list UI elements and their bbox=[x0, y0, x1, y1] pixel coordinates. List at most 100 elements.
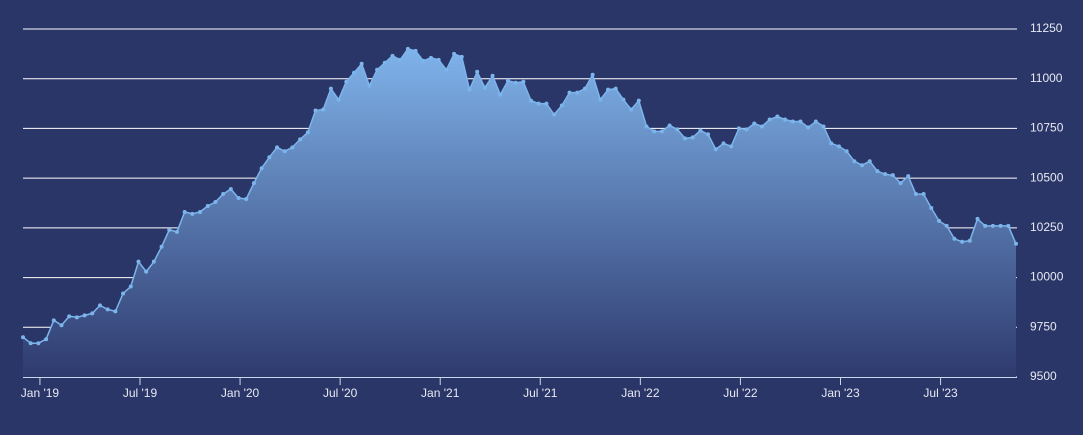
x-tick-label: Jan '23 bbox=[821, 386, 860, 400]
line bbox=[22, 48, 1017, 344]
point bbox=[375, 67, 380, 72]
point bbox=[759, 124, 764, 129]
point bbox=[498, 92, 503, 97]
point bbox=[890, 173, 895, 178]
x-tick-label: Jul '19 bbox=[123, 386, 158, 400]
point bbox=[275, 145, 280, 150]
point bbox=[536, 101, 541, 106]
point bbox=[205, 203, 210, 208]
point bbox=[159, 244, 164, 249]
point bbox=[860, 163, 865, 168]
point bbox=[21, 335, 25, 340]
point bbox=[405, 46, 410, 51]
x-tick-label: Jul '22 bbox=[723, 386, 758, 400]
x-tick-label: Jan '22 bbox=[621, 386, 660, 400]
point bbox=[652, 129, 657, 134]
point bbox=[282, 149, 287, 154]
point bbox=[367, 83, 372, 88]
point bbox=[267, 155, 272, 160]
y-tick-label: 10750 bbox=[1030, 121, 1064, 135]
point bbox=[952, 236, 957, 241]
point bbox=[721, 141, 726, 146]
point bbox=[921, 192, 926, 197]
point bbox=[459, 54, 464, 59]
point bbox=[690, 135, 695, 140]
point bbox=[36, 341, 41, 346]
point bbox=[328, 86, 333, 91]
point bbox=[428, 55, 433, 60]
point bbox=[983, 223, 988, 228]
point bbox=[298, 137, 303, 142]
point bbox=[575, 90, 580, 95]
point bbox=[667, 123, 672, 128]
x-tick-label: Jul '20 bbox=[323, 386, 358, 400]
point bbox=[598, 97, 603, 102]
point bbox=[413, 48, 418, 53]
point bbox=[67, 314, 72, 319]
point bbox=[967, 238, 972, 243]
point bbox=[883, 172, 888, 177]
point bbox=[706, 132, 711, 137]
point bbox=[336, 97, 341, 102]
point bbox=[198, 209, 203, 214]
point bbox=[906, 174, 911, 179]
point bbox=[798, 119, 803, 124]
point bbox=[259, 166, 264, 171]
x-tick-label: Jan '19 bbox=[21, 386, 60, 400]
point bbox=[729, 144, 734, 149]
point bbox=[529, 98, 534, 103]
y-tick-label: 11000 bbox=[1030, 71, 1063, 85]
point bbox=[567, 90, 572, 95]
point bbox=[113, 309, 118, 314]
point bbox=[213, 200, 218, 205]
y-tick-label: 9500 bbox=[1030, 369, 1057, 383]
point bbox=[929, 205, 934, 210]
point bbox=[321, 107, 326, 112]
point bbox=[475, 69, 480, 74]
point bbox=[236, 196, 241, 201]
point bbox=[90, 311, 95, 316]
point bbox=[97, 303, 102, 308]
point bbox=[182, 209, 187, 214]
point bbox=[698, 128, 703, 133]
point bbox=[875, 169, 880, 174]
point bbox=[544, 101, 549, 106]
point bbox=[51, 318, 56, 323]
point bbox=[482, 85, 487, 90]
point bbox=[767, 117, 772, 122]
point bbox=[290, 145, 295, 150]
point bbox=[829, 141, 834, 146]
point bbox=[944, 223, 949, 228]
x-tick-label: Jul '23 bbox=[923, 386, 958, 400]
point bbox=[713, 147, 718, 152]
point bbox=[752, 121, 757, 126]
area bbox=[23, 48, 1016, 378]
point bbox=[844, 149, 849, 154]
point bbox=[975, 216, 980, 221]
point bbox=[221, 192, 226, 197]
point bbox=[82, 313, 87, 318]
y-tick-label: 9750 bbox=[1030, 319, 1057, 333]
point bbox=[144, 269, 149, 274]
point bbox=[151, 259, 156, 264]
point bbox=[174, 229, 179, 234]
point bbox=[590, 72, 595, 77]
x-tick-label: Jan '20 bbox=[221, 386, 260, 400]
point bbox=[775, 114, 780, 119]
point bbox=[582, 86, 587, 91]
point bbox=[790, 119, 795, 124]
x-tick-label: Jan '21 bbox=[421, 386, 460, 400]
point bbox=[344, 79, 349, 84]
point bbox=[1014, 241, 1018, 246]
point bbox=[228, 187, 233, 192]
point bbox=[629, 107, 634, 112]
point bbox=[136, 259, 141, 264]
point bbox=[821, 124, 826, 129]
point bbox=[190, 211, 195, 216]
point bbox=[28, 341, 33, 346]
point bbox=[783, 117, 788, 122]
point bbox=[836, 144, 841, 149]
point bbox=[74, 315, 79, 320]
point bbox=[813, 119, 818, 124]
